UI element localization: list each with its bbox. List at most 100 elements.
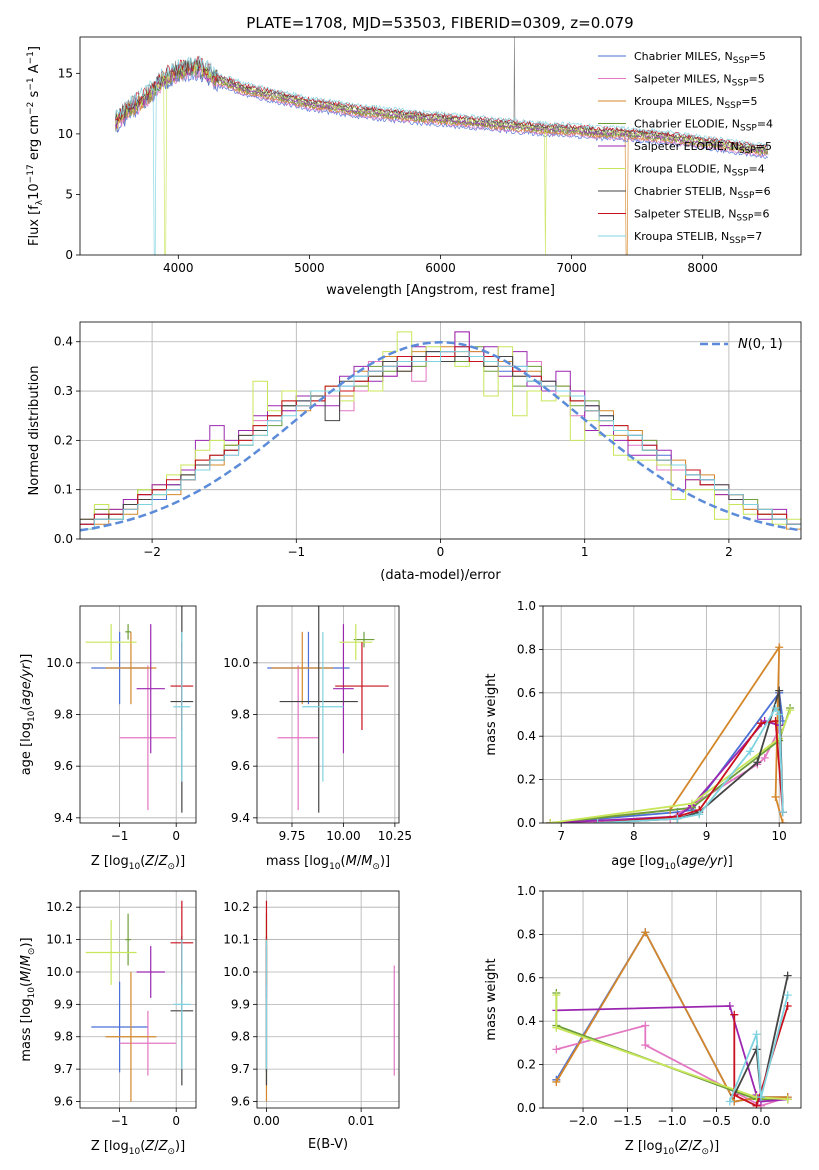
x-axis-label: mass [log10(M/M⊙)] bbox=[266, 854, 390, 872]
plot-frame bbox=[256, 890, 400, 1109]
spectrum-model-line bbox=[115, 62, 769, 154]
errorbar-point bbox=[302, 631, 344, 782]
errorbar-point bbox=[277, 665, 319, 811]
legend: Chabrier MILES, NSSP=5 Salpeter MILES, NS… bbox=[598, 50, 773, 246]
x-tick-label: −1.0 bbox=[657, 1114, 686, 1128]
plot-frame bbox=[256, 605, 400, 824]
x-axis-label: Z [log10(Z/Z⊙)] bbox=[625, 1139, 719, 1157]
plot-frame bbox=[79, 605, 197, 824]
legend-label: Kroupa MILES, NSSP=5 bbox=[634, 95, 758, 111]
legend-label: Kroupa ELODIE, NSSP=4 bbox=[634, 163, 765, 179]
weight-point-marker bbox=[775, 643, 784, 652]
x-tick-label: 10 bbox=[772, 829, 787, 843]
weight-point-marker bbox=[746, 747, 755, 756]
weight-point-marker bbox=[641, 1021, 650, 1030]
errorbar-point bbox=[119, 665, 177, 811]
y-tick-label: 9.8 bbox=[54, 708, 73, 722]
legend-label: N(0, 1) bbox=[738, 337, 783, 352]
y-tick-label: 0.4 bbox=[517, 729, 536, 743]
x-tick-label: 8000 bbox=[687, 261, 718, 275]
panel-4: 7 8 9 10 0.0 0.2 0.4 0.6 0.8 1.0 mass weight bbox=[484, 599, 802, 843]
errorbar-point bbox=[85, 624, 137, 661]
x-tick-label: −1.5 bbox=[613, 1114, 642, 1128]
y-tick-label: 9.6 bbox=[54, 1095, 73, 1109]
plot-frame bbox=[542, 605, 802, 824]
y-tick-label: 0.4 bbox=[54, 335, 73, 349]
errorbar-point bbox=[173, 939, 191, 1070]
y-tick-label: 10.2 bbox=[46, 900, 73, 914]
x-tick-label: 0.0 bbox=[751, 1114, 770, 1128]
weight-point-marker bbox=[757, 719, 766, 728]
x-axis-label: Z [log10(Z/Z⊙)] bbox=[91, 854, 185, 872]
y-tick-label: 9.9 bbox=[54, 997, 73, 1011]
y-tick-label: 0.2 bbox=[517, 773, 536, 787]
x-tick-label: 8 bbox=[630, 829, 638, 843]
figure-title: PLATE=1708, MJD=53503, FIBERID=0309, z=0… bbox=[246, 14, 633, 32]
x-tick-label: −0.5 bbox=[702, 1114, 731, 1128]
weight-point-marker bbox=[546, 819, 555, 823]
y-tick-label: 9.6 bbox=[231, 759, 250, 773]
y-tick-label: 0.8 bbox=[517, 642, 536, 656]
x-tick-label: 0 bbox=[437, 545, 445, 559]
y-axis-label: mass weight bbox=[484, 958, 499, 1040]
normal-reference-curve bbox=[80, 340, 801, 532]
errorbar-point bbox=[105, 631, 157, 705]
spectrum-model-line bbox=[115, 63, 768, 255]
errorbar-point bbox=[173, 631, 191, 782]
y-tick-label: 10.0 bbox=[223, 656, 250, 670]
y-tick-label: 0.2 bbox=[517, 1058, 536, 1072]
weight-point-marker bbox=[783, 991, 792, 1000]
y-tick-label: 0 bbox=[65, 248, 73, 262]
x-axis-label: (data-model)/error bbox=[380, 568, 501, 583]
plot-frame bbox=[79, 321, 802, 540]
errorbar-point bbox=[353, 631, 375, 648]
x-axis-label: Z [log10(Z/Z⊙)] bbox=[91, 1139, 185, 1157]
weight-point-marker bbox=[786, 706, 795, 715]
y-tick-label: 0.8 bbox=[517, 927, 536, 941]
y-axis-label: mass weight bbox=[484, 673, 499, 755]
y-tick-label: 0.3 bbox=[54, 384, 73, 398]
plot-frame bbox=[79, 890, 197, 1109]
x-axis-label: age [log10(age/yr)] bbox=[611, 854, 733, 872]
x-tick-label: 0.00 bbox=[253, 1114, 280, 1128]
plot-frame bbox=[542, 890, 802, 1109]
weight-point-marker bbox=[771, 703, 780, 712]
panel-1: −2 −1 0 1 2 0.0 0.1 0.2 0.3 0.4 N(0, 1) (data-model… bbox=[27, 321, 802, 583]
weight-point-marker bbox=[771, 717, 780, 726]
weight-point-marker bbox=[752, 1030, 761, 1039]
spectrum-model-line bbox=[115, 55, 768, 148]
weight-series-line bbox=[555, 995, 788, 1101]
x-tick-label: −1 bbox=[287, 545, 305, 559]
weight-point-marker bbox=[687, 799, 696, 808]
errorbar-point bbox=[136, 946, 165, 998]
weight-point-marker bbox=[725, 1097, 734, 1106]
y-tick-label: 0.2 bbox=[54, 433, 73, 447]
y-axis-label: Normed distribution bbox=[27, 366, 42, 496]
y-tick-label: 9.6 bbox=[54, 759, 73, 773]
weight-point-marker bbox=[730, 1010, 739, 1019]
plot-frame bbox=[79, 36, 802, 256]
y-tick-label: 15 bbox=[58, 66, 73, 80]
panel-0: 4000 5000 6000 7000 8000 0 5 10 15 wavelength [An… bbox=[26, 36, 802, 298]
y-tick-label: 9.8 bbox=[54, 1030, 73, 1044]
x-tick-label: 10.00 bbox=[326, 829, 360, 843]
legend-label: Kroupa STELIB, NSSP=7 bbox=[634, 230, 762, 246]
legend-label: Chabrier STELIB, NSSP=6 bbox=[634, 185, 771, 201]
y-tick-label: 5 bbox=[65, 187, 73, 201]
x-tick-label: 7000 bbox=[556, 261, 587, 275]
errorbar-point bbox=[279, 606, 358, 813]
legend-label: Salpeter ELODIE, NSSP=5 bbox=[634, 140, 772, 156]
x-tick-label: −2.0 bbox=[568, 1114, 597, 1128]
x-tick-label: 5000 bbox=[294, 261, 325, 275]
x-tick-label: −2 bbox=[143, 545, 161, 559]
errorbar-point bbox=[339, 624, 373, 661]
panel-5: −1 0 9.6 9.7 9.8 9.9 10.0 10.1 10.2 bbox=[46, 890, 197, 1128]
y-tick-label: 9.6 bbox=[231, 1095, 250, 1109]
weight-point-marker bbox=[552, 1023, 561, 1032]
legend-label: Salpeter STELIB, NSSP=6 bbox=[634, 208, 770, 224]
x-tick-label: 0 bbox=[172, 1114, 180, 1128]
y-tick-label: 10.0 bbox=[46, 656, 73, 670]
